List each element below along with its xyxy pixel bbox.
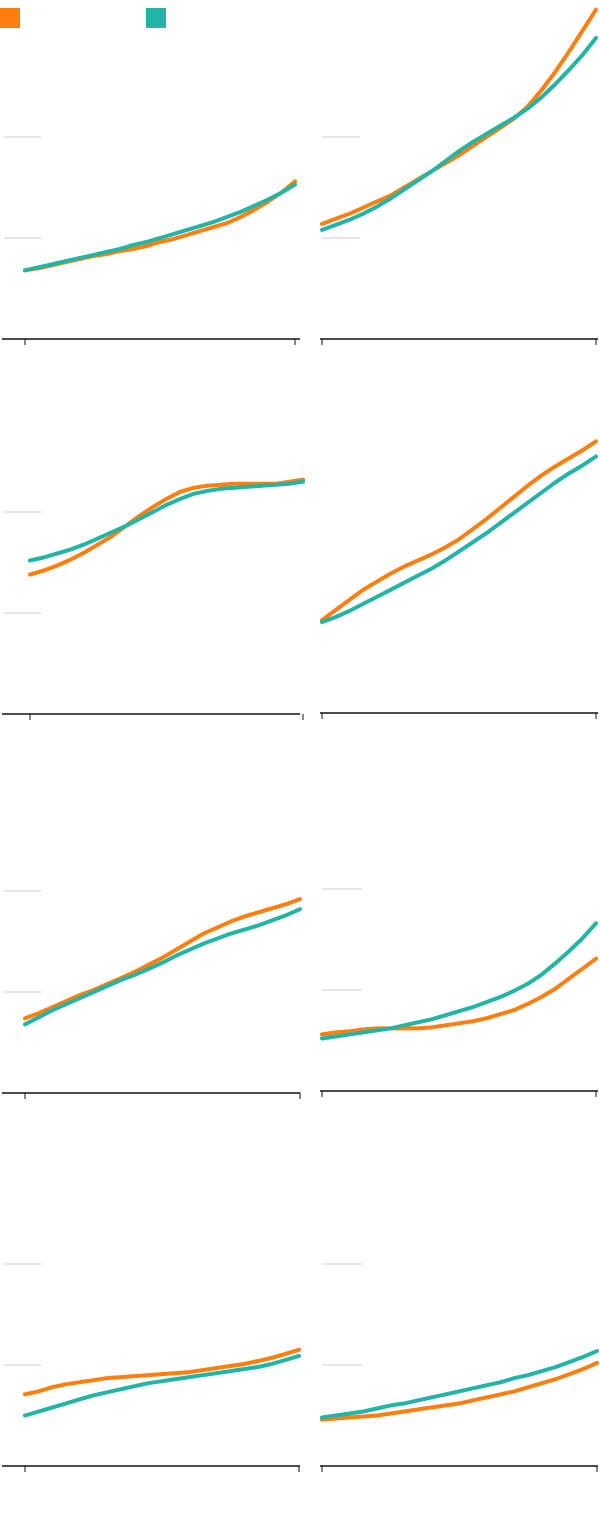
- panel-4-series-teal-line: [320, 454, 598, 625]
- panel-7-series-orange-line: [23, 1347, 301, 1397]
- panel-6-series-orange-line: [320, 956, 598, 1037]
- panel-1-series-teal-line: [23, 182, 297, 273]
- panel-5-series-teal-line: [23, 907, 302, 1027]
- legend-swatch-orange: [0, 8, 20, 28]
- panel-3-series-orange-line: [28, 477, 305, 577]
- panel-5-series-orange-line: [23, 897, 302, 1021]
- legend-swatch-teal: [146, 8, 166, 28]
- panel-6-series-teal-line: [320, 921, 598, 1041]
- legend: [0, 8, 600, 28]
- panel-2-series-orange-line: [320, 7, 598, 226]
- panel-4-series-orange-line: [320, 439, 598, 623]
- panel-2-series-teal-line: [320, 36, 598, 232]
- panel-3-series-teal-line: [28, 479, 305, 563]
- panel-8-series-orange-line: [320, 1361, 599, 1422]
- panel-7-series-teal-line: [23, 1353, 301, 1418]
- panel-1-series-orange-line: [23, 179, 297, 273]
- panel-8-series-teal-line: [320, 1348, 599, 1420]
